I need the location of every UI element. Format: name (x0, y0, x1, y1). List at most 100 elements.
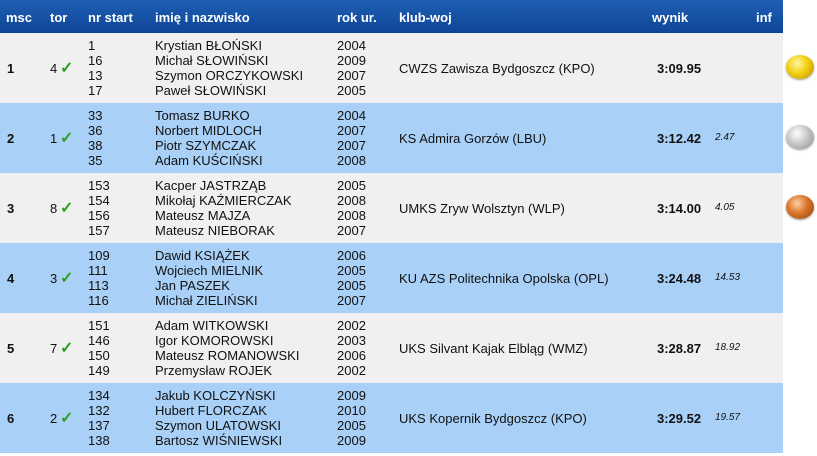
birth-year-list: 2004 2007 2007 2008 (337, 108, 366, 168)
birth-year-list: 2006 2005 2005 2007 (337, 248, 366, 308)
start-number-list: 151 146 150 149 (88, 318, 110, 378)
table-row: 5 7 ✓ 151 146 150 149 Adam WITKOWSKI Igor KOMORO… (0, 313, 783, 383)
athlete-name: Paweł SŁOWIŃSKI (155, 83, 267, 98)
birth-year: 2004 (337, 38, 366, 53)
birth-year: 2005 (337, 278, 366, 293)
silver-medal-icon (786, 125, 814, 149)
header-name: imię i nazwisko (155, 10, 250, 25)
start-number-list: 109 111 113 116 (88, 248, 110, 308)
start-number: 109 (88, 248, 110, 263)
header-result: wynik (652, 10, 689, 25)
athlete-name-list: Krystian BŁOŃSKI Michał SŁOWIŃSKI Szymon O… (155, 38, 303, 98)
athlete-name-list: Dawid KSIĄŻEK Wojciech MIELNIK Jan PASZEK M… (155, 248, 263, 308)
result-time: 3:14.00 (657, 201, 702, 216)
athlete-name: Igor KOMOROWSKI (155, 333, 274, 348)
athlete-name: Kacper JASTRZĄB (155, 178, 267, 193)
place-cell: 2 (7, 131, 15, 146)
athlete-name: Michał ZIELIŃSKI (155, 293, 258, 308)
birth-year: 2008 (337, 193, 366, 208)
birth-year: 2009 (337, 388, 366, 403)
start-number-list: 134 132 137 138 (88, 388, 110, 448)
time-difference: 2.47 (715, 132, 735, 143)
time-difference: 19.57 (715, 412, 741, 423)
start-number: 151 (88, 318, 110, 333)
athlete-name: Mikołaj KAŹMIERCZAK (155, 193, 292, 208)
athlete-name: Dawid KSIĄŻEK (155, 248, 250, 263)
athlete-name-list: Jakub KOLCZYŃSKI Hubert FLORCZAK Szymon UL… (155, 388, 282, 448)
athlete-name: Szymon ORCZYKOWSKI (155, 68, 304, 83)
start-number: 137 (88, 418, 110, 433)
check-icon: ✓ (60, 130, 74, 147)
place-cell: 3 (7, 201, 15, 216)
header-nr-start: nr start (88, 10, 133, 25)
place-cell: 5 (7, 341, 15, 356)
birth-year-list: 2009 2010 2005 2009 (337, 388, 366, 448)
start-number: 111 (88, 263, 108, 278)
start-number: 116 (88, 293, 109, 308)
start-number-list: 153 154 156 157 (88, 178, 110, 238)
birth-year: 2007 (337, 138, 366, 153)
header-msc: msc (6, 10, 33, 25)
table-row: 2 1 ✓ 33 36 38 35 Tomasz BURKO Norbert MIDLOCH Pi… (0, 103, 783, 173)
athlete-name: Krystian BŁOŃSKI (155, 38, 262, 53)
birth-year: 2007 (337, 68, 366, 83)
bronze-medal-icon (786, 195, 814, 219)
athlete-name-list: Tomasz BURKO Norbert MIDLOCH Piotr SZYMCZA… (155, 108, 263, 168)
start-number-list: 1 16 13 17 (88, 38, 102, 98)
athlete-name-list: Kacper JASTRZĄB Mikołaj KAŹMIERCZAK Mateus… (155, 178, 292, 238)
birth-year: 2006 (337, 248, 366, 263)
header-inf: inf (756, 10, 772, 25)
athlete-name: Jan PASZEK (155, 278, 230, 293)
start-number: 17 (88, 83, 103, 98)
table-row: 3 8 ✓ 153 154 156 157 Kacper JASTRZĄB Mikołaj KA… (0, 173, 783, 243)
start-number: 13 (88, 68, 103, 83)
check-icon: ✓ (60, 270, 74, 287)
athlete-name: Wojciech MIELNIK (155, 263, 264, 278)
start-number: 113 (88, 278, 109, 293)
athlete-name: Adam KUŚCIŃSKI (155, 153, 263, 168)
result-time: 3:12.42 (657, 131, 702, 146)
athlete-name: Michał SŁOWIŃSKI (155, 53, 269, 68)
athlete-name: Szymon ULATOWSKI (155, 418, 281, 433)
start-number: 146 (88, 333, 110, 348)
birth-year: 2009 (337, 53, 366, 68)
birth-year: 2003 (337, 333, 366, 348)
check-icon: ✓ (60, 60, 74, 77)
start-number: 153 (88, 178, 110, 193)
athlete-name: Mateusz NIEBORAK (155, 223, 275, 238)
lane-cell: 4 (50, 61, 58, 76)
start-number-list: 33 36 38 35 (88, 108, 102, 168)
results-table-header: msc tor nr start imię i nazwisko rok ur.… (0, 0, 783, 33)
birth-year: 2005 (337, 263, 366, 278)
club-cell: UKS Kopernik Bydgoszcz (KPO) (399, 411, 587, 426)
birth-year: 2005 (337, 83, 366, 98)
gold-medal-icon (786, 55, 814, 79)
start-number: 149 (88, 363, 110, 378)
header-club: klub-woj (399, 10, 452, 25)
birth-year: 2007 (337, 123, 366, 138)
time-difference: 4.05 (715, 202, 735, 213)
athlete-name: Przemysław ROJEK (155, 363, 273, 378)
start-number: 35 (88, 153, 103, 168)
place-cell: 1 (7, 61, 15, 76)
birth-year: 2009 (337, 433, 366, 448)
start-number: 36 (88, 123, 103, 138)
birth-year: 2006 (337, 348, 366, 363)
check-icon: ✓ (60, 340, 74, 357)
lane-cell: 7 (50, 341, 58, 356)
birth-year: 2007 (337, 293, 366, 308)
birth-year: 2002 (337, 318, 366, 333)
birth-year-list: 2005 2008 2008 2007 (337, 178, 366, 238)
header-tor: tor (50, 10, 68, 25)
athlete-name: Bartosz WIŚNIEWSKI (155, 433, 283, 448)
start-number: 138 (88, 433, 110, 448)
birth-year-list: 2004 2009 2007 2005 (337, 38, 366, 98)
time-difference: 14.53 (715, 272, 741, 283)
athlete-name: Norbert MIDLOCH (155, 123, 262, 138)
start-number: 16 (88, 53, 103, 68)
club-cell: KS Admira Gorzów (LBU) (399, 131, 547, 146)
athlete-name: Mateusz ROMANOWSKI (155, 348, 300, 363)
result-time: 3:28.87 (657, 341, 702, 356)
birth-year: 2005 (337, 178, 366, 193)
birth-year: 2010 (337, 403, 366, 418)
